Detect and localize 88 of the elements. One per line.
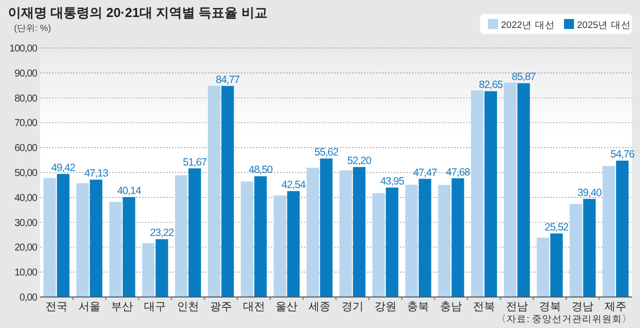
bar xyxy=(517,83,530,297)
bar xyxy=(175,175,188,297)
chart-title: 이재명 대통령의 20·21대 지역별 득표율 비교 xyxy=(8,5,268,20)
chart-subtitle: (단위: %) xyxy=(14,23,51,33)
data-label: 47,47 xyxy=(413,166,438,179)
bar xyxy=(452,178,464,297)
y-tick-label: 70,00 xyxy=(14,118,38,130)
bar xyxy=(208,86,220,297)
legend-label: 2022년 대선 xyxy=(501,20,555,31)
x-tick-label: 세종 xyxy=(308,301,331,313)
x-tick-label: 경북 xyxy=(538,301,561,313)
data-label: 43,95 xyxy=(380,176,405,188)
bar xyxy=(274,195,286,297)
x-tick-label: 전국 xyxy=(45,301,68,313)
x-tick-label: 광주 xyxy=(210,301,232,313)
y-tick-label: 80,00 xyxy=(14,93,38,104)
data-label: 23,22 xyxy=(150,227,174,240)
bar xyxy=(583,198,596,297)
data-label: 39,40 xyxy=(578,186,602,199)
bar xyxy=(240,181,254,297)
x-tick-label: 울산 xyxy=(276,301,298,313)
x-tick-label: 부산 xyxy=(111,301,134,313)
bar xyxy=(188,168,201,297)
bar xyxy=(484,91,497,297)
y-tick-label: 50,00 xyxy=(14,168,38,179)
data-label: 51,67 xyxy=(182,156,208,168)
y-tick-label: 60,00 xyxy=(14,143,38,154)
bar xyxy=(43,178,56,297)
bar xyxy=(438,184,451,297)
y-tick-label: 20,00 xyxy=(14,242,38,254)
y-tick-label: 30,00 xyxy=(14,218,38,229)
bar xyxy=(287,191,300,297)
x-tick-label: 경남 xyxy=(572,301,594,313)
bar xyxy=(550,233,563,297)
bar xyxy=(504,82,516,297)
bar xyxy=(320,158,333,297)
x-tick-label: 제주 xyxy=(604,301,627,313)
x-tick-label: 충북 xyxy=(407,301,430,313)
y-tick-label: 0,00 xyxy=(20,292,38,304)
legend-label: 2025년 대선 xyxy=(577,20,631,31)
x-tick-label: 경기 xyxy=(341,301,364,313)
bar xyxy=(221,86,234,297)
data-label: 84,77 xyxy=(216,74,240,86)
bar xyxy=(471,90,484,297)
bar xyxy=(90,180,102,297)
bar xyxy=(156,239,168,297)
x-tick-label: 서울 xyxy=(78,301,100,313)
x-tick-label: 전남 xyxy=(506,301,528,313)
text: 〈자료: 중앙선거관리위원회〉 xyxy=(496,314,632,325)
data-label: 54,76 xyxy=(610,148,635,161)
x-tick-label: 충남 xyxy=(440,301,462,313)
bar xyxy=(602,166,616,297)
bar xyxy=(339,170,352,297)
data-label: 25,52 xyxy=(544,221,570,234)
data-label: 52,20 xyxy=(347,155,372,168)
bar xyxy=(254,176,267,297)
y-tick-label: 100,00 xyxy=(9,44,38,54)
data-label: 42,54 xyxy=(282,179,306,192)
bar xyxy=(76,183,89,297)
bar xyxy=(352,167,366,297)
y-tick-label: 40,00 xyxy=(14,192,38,204)
bar xyxy=(372,193,385,297)
x-tick-label: 대전 xyxy=(242,301,265,313)
bar xyxy=(570,204,582,297)
y-tick-label: 10,00 xyxy=(14,268,38,279)
data-label: 85,87 xyxy=(512,71,536,84)
x-tick-label: 인천 xyxy=(177,301,199,313)
x-tick-label: 강원 xyxy=(374,301,396,313)
bar xyxy=(56,174,70,297)
bar xyxy=(122,197,136,297)
data-label: 40,14 xyxy=(117,185,142,198)
bar xyxy=(418,178,432,297)
y-tick-label: 90,00 xyxy=(14,68,38,80)
bar xyxy=(306,168,320,297)
bar xyxy=(536,238,550,297)
data-label: 48,50 xyxy=(248,164,274,176)
bar xyxy=(405,184,418,297)
data-label: 82,65 xyxy=(478,79,504,92)
data-label: 55,62 xyxy=(314,146,339,159)
data-label: 49,42 xyxy=(51,162,76,174)
bar xyxy=(109,202,122,297)
bar xyxy=(386,188,398,297)
bar xyxy=(142,243,155,297)
bar xyxy=(616,160,629,297)
x-tick-label: 대구 xyxy=(144,301,166,313)
data-label: 47,68 xyxy=(446,166,470,178)
data-label: 47,13 xyxy=(84,168,109,180)
x-tick-label: 전북 xyxy=(473,301,495,313)
